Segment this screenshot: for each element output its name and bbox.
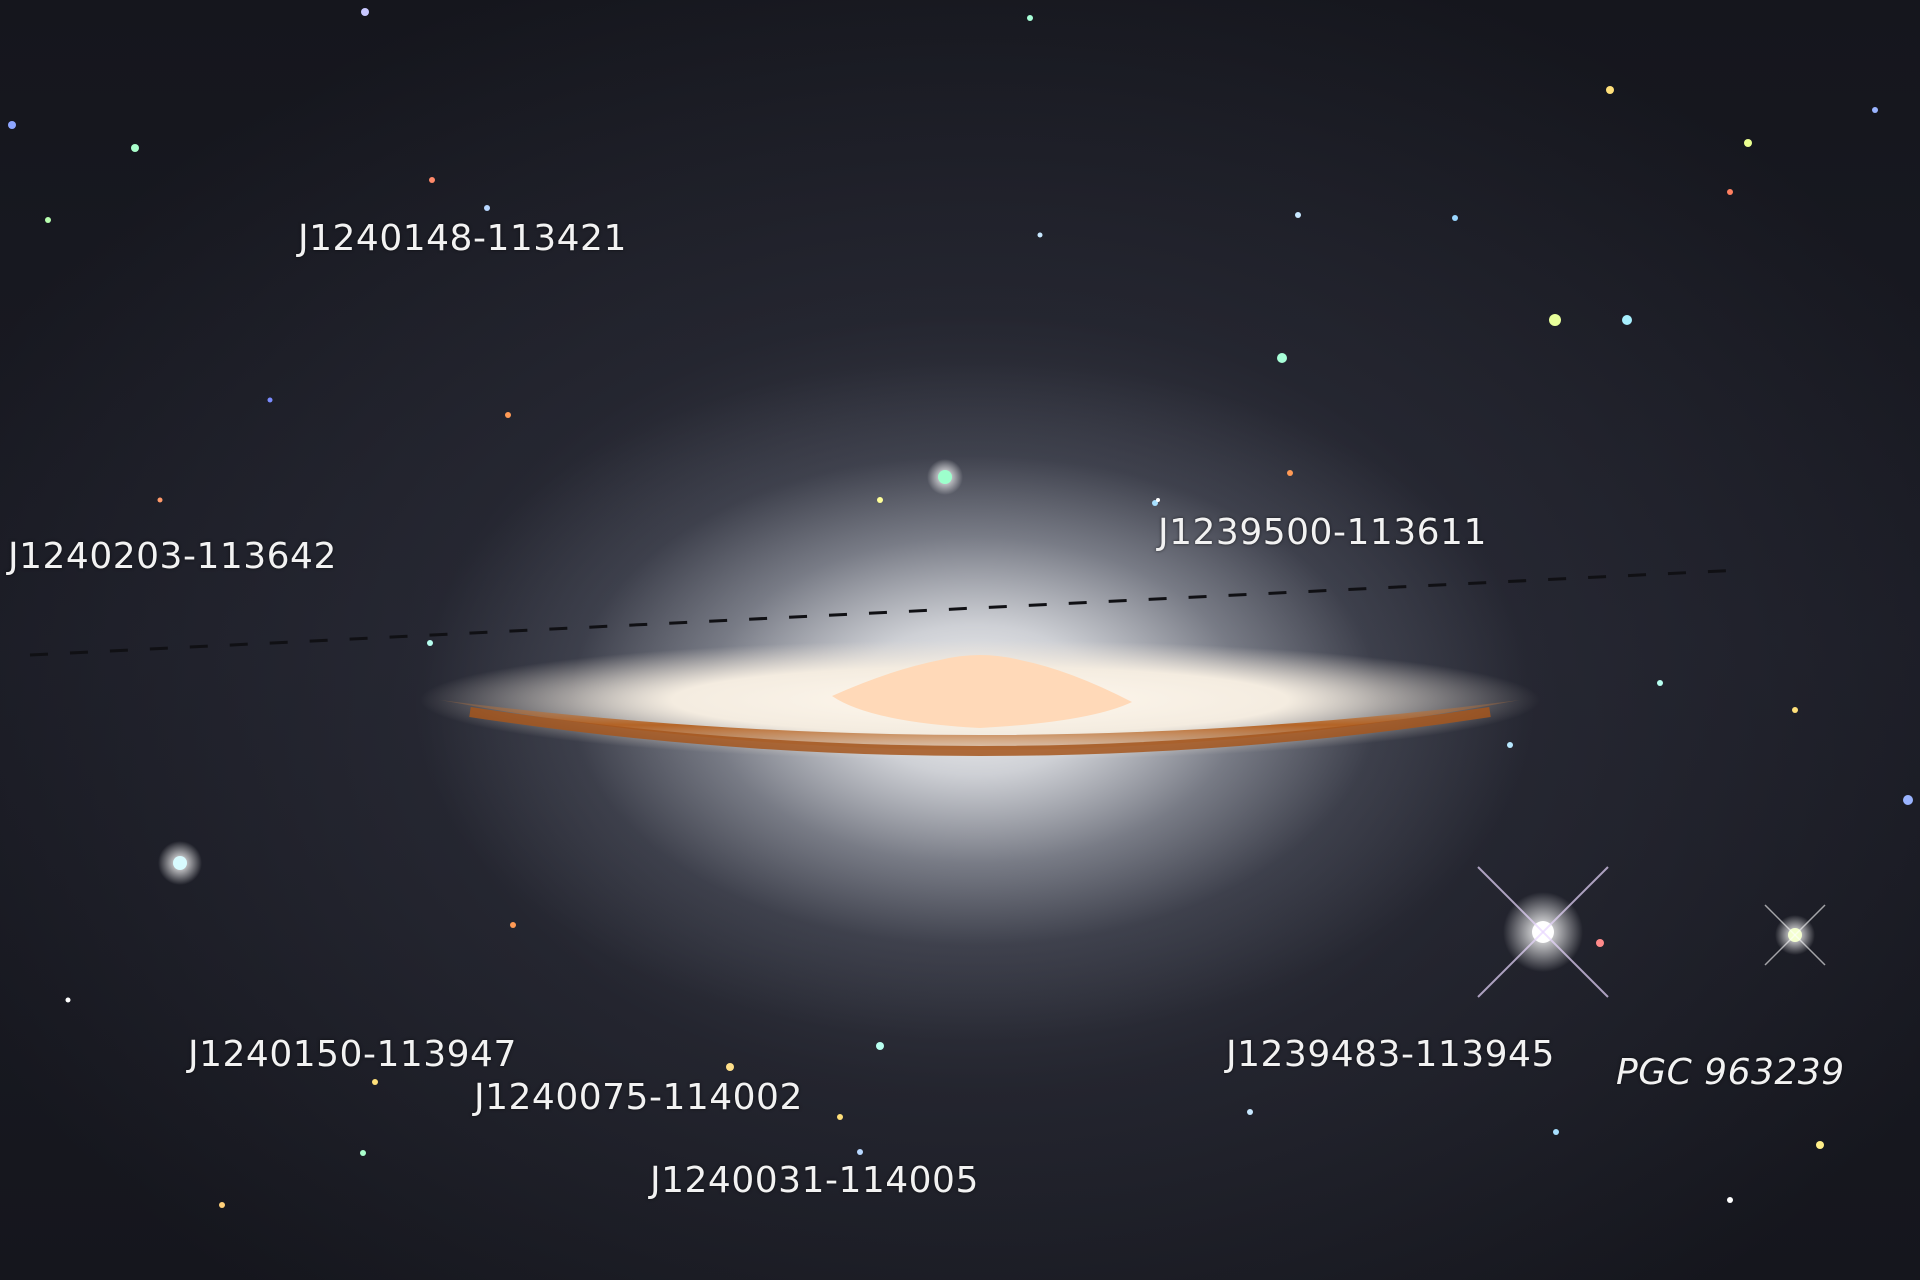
label-j1240075: J1240075-114002 [474, 1077, 803, 1118]
label-j1240203: J1240203-113642 [8, 536, 337, 577]
bright-star [1477, 866, 1609, 998]
dashed-line [29, 568, 1741, 657]
label-pgc963239: PGC 963239 [1616, 1052, 1845, 1093]
label-j1240150: J1240150-113947 [188, 1034, 517, 1075]
label-j1239500: J1239500-113611 [1158, 512, 1487, 553]
galaxy-core [832, 655, 1132, 728]
star-left [158, 841, 202, 885]
field-stars [8, 8, 1913, 1208]
label-j1240031: J1240031-114005 [650, 1160, 979, 1201]
dust-lane-lower [469, 707, 1491, 756]
label-j1240148: J1240148-113421 [298, 218, 627, 259]
label-j1239483: J1239483-113945 [1226, 1034, 1555, 1075]
star-right [1764, 904, 1826, 966]
star-green [927, 459, 963, 495]
